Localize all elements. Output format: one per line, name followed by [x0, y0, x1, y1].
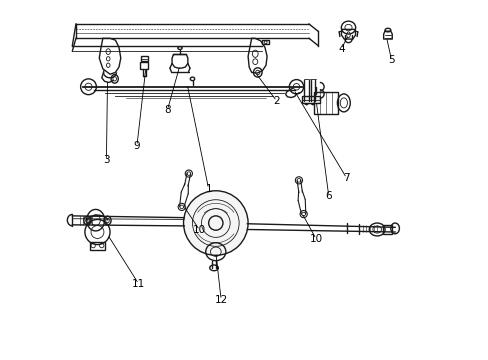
Text: 7: 7 — [343, 173, 349, 183]
Text: 3: 3 — [103, 155, 109, 165]
Bar — [89, 242, 105, 250]
Text: 10: 10 — [309, 234, 322, 244]
Text: 1: 1 — [205, 184, 211, 194]
Bar — [140, 62, 148, 69]
Ellipse shape — [183, 191, 247, 255]
Text: 10: 10 — [193, 225, 206, 235]
Text: 8: 8 — [164, 105, 170, 115]
Bar — [314, 92, 337, 114]
Text: 9: 9 — [133, 141, 140, 151]
Bar — [140, 56, 147, 60]
Bar — [301, 96, 319, 103]
Text: 4: 4 — [337, 44, 344, 54]
Text: 11: 11 — [132, 279, 145, 289]
Bar — [262, 40, 268, 44]
Text: 6: 6 — [325, 191, 331, 201]
Text: 2: 2 — [273, 96, 280, 106]
Text: 5: 5 — [387, 55, 394, 65]
Text: 12: 12 — [214, 295, 227, 305]
Bar — [382, 225, 391, 234]
